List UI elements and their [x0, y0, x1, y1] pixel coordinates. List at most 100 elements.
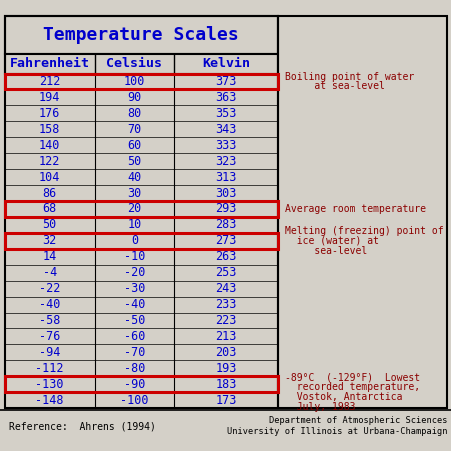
Text: 203: 203: [215, 346, 236, 359]
Text: Kelvin: Kelvin: [202, 57, 249, 70]
Text: 183: 183: [215, 378, 236, 391]
Text: 104: 104: [39, 170, 60, 184]
Text: Department of Atmospheric Sciences
University of Illinois at Urbana-Champaign: Department of Atmospheric Sciences Unive…: [226, 416, 446, 436]
Text: 243: 243: [215, 282, 236, 295]
Text: -22: -22: [39, 282, 60, 295]
Text: -50: -50: [124, 314, 145, 327]
Text: 343: 343: [215, 123, 236, 136]
Bar: [5, 169, 277, 185]
Text: 140: 140: [39, 139, 60, 152]
Text: 40: 40: [127, 170, 141, 184]
Text: Fahrenheit: Fahrenheit: [9, 57, 89, 70]
Text: 70: 70: [127, 123, 141, 136]
Text: -30: -30: [124, 282, 145, 295]
Text: -10: -10: [124, 250, 145, 263]
Text: 100: 100: [124, 75, 145, 88]
Text: -4: -4: [42, 266, 57, 279]
Text: -94: -94: [39, 346, 60, 359]
Text: 0: 0: [130, 235, 138, 247]
Bar: [5, 376, 277, 392]
Text: 30: 30: [127, 187, 141, 199]
Text: -20: -20: [124, 266, 145, 279]
Text: -130: -130: [35, 378, 64, 391]
Text: Celsius: Celsius: [106, 57, 162, 70]
Text: 363: 363: [215, 91, 236, 104]
Text: 173: 173: [215, 394, 236, 407]
Text: 212: 212: [39, 75, 60, 88]
Text: -76: -76: [39, 330, 60, 343]
Text: 263: 263: [215, 250, 236, 263]
Text: 303: 303: [215, 187, 236, 199]
Text: 313: 313: [215, 170, 236, 184]
Bar: [5, 54, 277, 74]
Bar: [5, 153, 277, 169]
Text: 50: 50: [127, 155, 141, 168]
Text: 353: 353: [215, 107, 236, 120]
Text: -40: -40: [39, 298, 60, 311]
Text: 50: 50: [42, 218, 57, 231]
Text: -58: -58: [39, 314, 60, 327]
Text: Reference:  Ahrens (1994): Reference: Ahrens (1994): [9, 421, 156, 431]
Text: Vostok, Antarctica: Vostok, Antarctica: [284, 392, 401, 402]
Text: 223: 223: [215, 314, 236, 327]
Bar: [5, 217, 277, 233]
Text: 283: 283: [215, 218, 236, 231]
Bar: [5, 360, 277, 376]
Text: -90: -90: [124, 378, 145, 391]
Text: 323: 323: [215, 155, 236, 168]
Text: -80: -80: [124, 362, 145, 375]
Bar: [5, 313, 277, 328]
Bar: [5, 297, 277, 313]
Text: 176: 176: [39, 107, 60, 120]
Text: -40: -40: [124, 298, 145, 311]
Bar: [5, 201, 277, 217]
Text: 90: 90: [127, 91, 141, 104]
Text: 273: 273: [215, 235, 236, 247]
Bar: [5, 345, 277, 360]
Text: -148: -148: [35, 394, 64, 407]
Bar: [5, 233, 277, 249]
Text: -70: -70: [124, 346, 145, 359]
Bar: [5, 16, 277, 54]
Text: 373: 373: [215, 75, 236, 88]
Bar: [5, 121, 277, 137]
Bar: [5, 328, 277, 345]
Bar: [5, 74, 277, 89]
Bar: [5, 74, 277, 89]
Text: 194: 194: [39, 91, 60, 104]
Bar: [5, 137, 277, 153]
Text: Average room temperature: Average room temperature: [284, 204, 425, 214]
Bar: [277, 16, 446, 408]
Text: -100: -100: [120, 394, 148, 407]
Text: 333: 333: [215, 139, 236, 152]
Bar: [5, 233, 277, 249]
Text: 233: 233: [215, 298, 236, 311]
Text: 86: 86: [42, 187, 57, 199]
Text: Melting (freezing) point of: Melting (freezing) point of: [284, 226, 442, 236]
Text: 32: 32: [42, 235, 57, 247]
Bar: [5, 392, 277, 408]
Bar: [5, 281, 277, 297]
Text: 10: 10: [127, 218, 141, 231]
Bar: [5, 185, 277, 201]
Text: 60: 60: [127, 139, 141, 152]
Text: at sea-level: at sea-level: [284, 82, 384, 92]
Text: July, 1983: July, 1983: [284, 402, 354, 412]
Text: 20: 20: [127, 202, 141, 216]
Text: 80: 80: [127, 107, 141, 120]
Bar: [5, 265, 277, 281]
Text: recorded temperature,: recorded temperature,: [284, 382, 419, 392]
Text: -89°C  (-129°F)  Lowest: -89°C (-129°F) Lowest: [284, 373, 419, 382]
Text: Temperature Scales: Temperature Scales: [43, 26, 239, 44]
Text: -112: -112: [35, 362, 64, 375]
Bar: [5, 106, 277, 121]
Text: -60: -60: [124, 330, 145, 343]
Bar: [5, 201, 277, 217]
Text: 122: 122: [39, 155, 60, 168]
Bar: [5, 16, 277, 408]
Text: sea-level: sea-level: [284, 246, 366, 256]
Text: 158: 158: [39, 123, 60, 136]
Text: Boiling point of water: Boiling point of water: [284, 72, 413, 82]
Bar: [5, 249, 277, 265]
Bar: [5, 376, 277, 392]
